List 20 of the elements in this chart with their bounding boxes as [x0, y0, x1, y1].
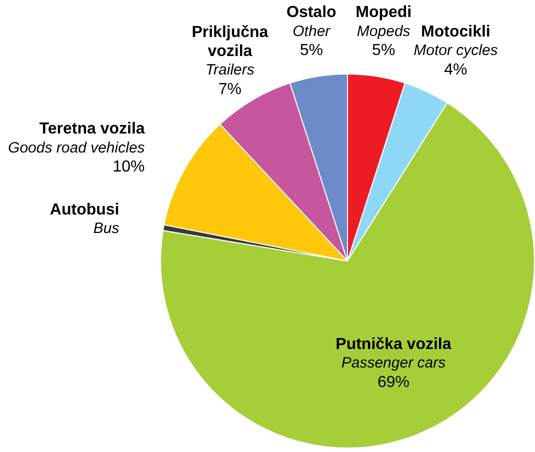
slice-label: Priključna vozila [192, 24, 268, 60]
slice-label: Motocikli [421, 23, 490, 40]
text: Goods road vehicles [8, 139, 146, 156]
data-label: 69% [377, 374, 410, 391]
text: Mopeds [356, 23, 411, 40]
slice-label: Ostalo [286, 4, 337, 22]
text: Passenger cars [341, 354, 446, 372]
slice-label: Putnička vozila [336, 336, 452, 353]
data-label: 10% [112, 158, 145, 176]
text: Motor cycles [414, 42, 498, 60]
slice-label: Mopedi [356, 4, 412, 22]
text: Other [292, 23, 332, 40]
data-label: 5% [300, 42, 323, 60]
slice-label: Teretna vozila [39, 120, 145, 138]
text: Bus [93, 220, 120, 238]
data-label: 5% [372, 42, 396, 60]
slice-label: Autobusi [50, 201, 120, 218]
text: Trailers [205, 62, 255, 79]
data-label: 4% [444, 61, 468, 78]
data-label: 7% [218, 80, 242, 98]
